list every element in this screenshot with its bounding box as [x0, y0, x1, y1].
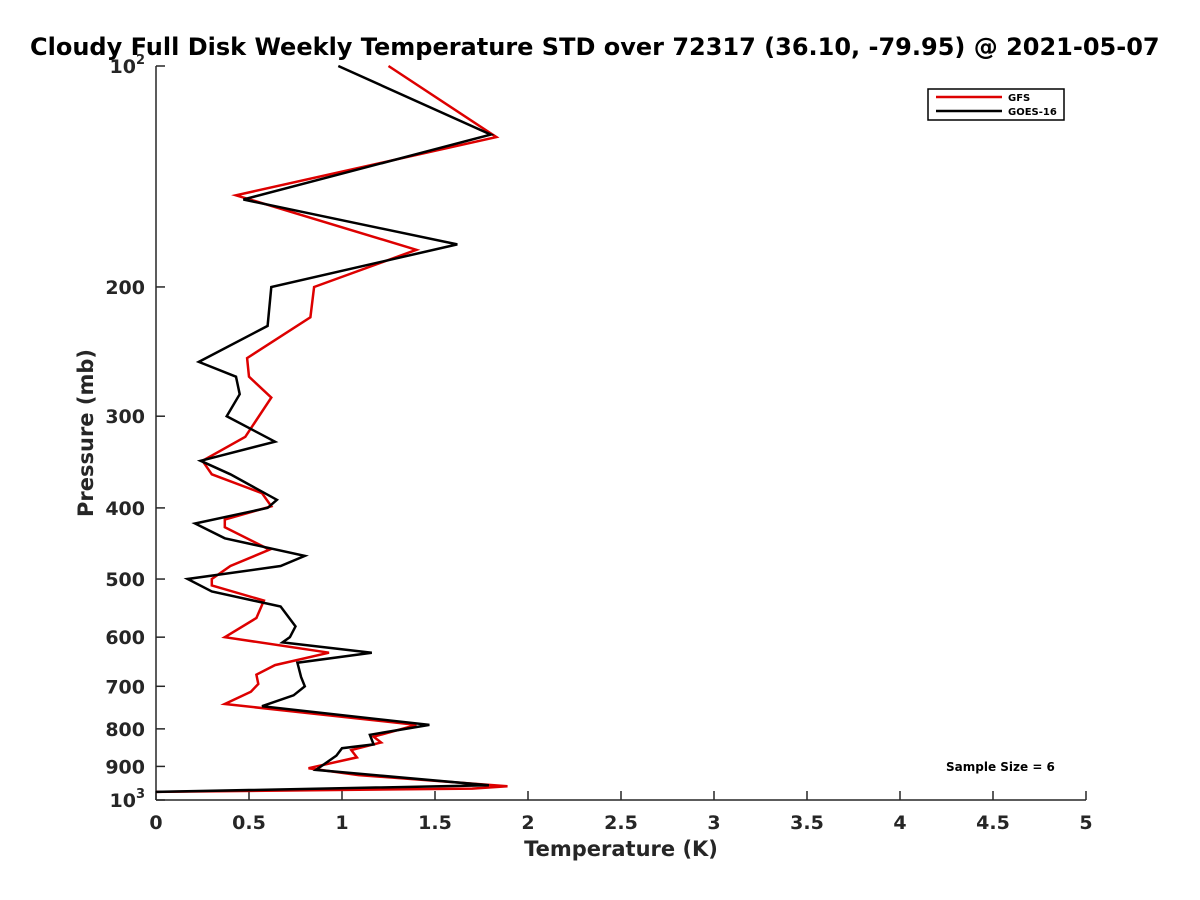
x-tick-label: 5 [1079, 812, 1092, 834]
legend-label-goes16: GOES-16 [1008, 107, 1057, 118]
chart-title: Cloudy Full Disk Weekly Temperature STD … [30, 33, 1160, 61]
y-tick-label: 400 [105, 498, 145, 520]
legend-box [927, 88, 1065, 121]
x-tick-label: 0 [149, 812, 162, 834]
x-tick-label: 2.5 [604, 812, 638, 834]
y-tick-label: 300 [105, 406, 145, 428]
y-tick-label: 600 [105, 627, 145, 649]
series-line-goes-16 [155, 64, 495, 794]
series-group [155, 64, 508, 794]
y-tick-label: 103 [110, 787, 146, 812]
y-tick-label: 700 [105, 676, 145, 698]
x-tick-label: 3 [707, 812, 720, 834]
x-tick-label: 0.5 [232, 812, 266, 834]
x-axis-label: Temperature (K) [524, 837, 718, 861]
legend: GFS GOES-16 [927, 88, 1065, 121]
y-tick-label: 102 [110, 53, 146, 78]
sample-size-annotation: Sample Size = 6 [946, 760, 1055, 774]
y-tick-exponent: 2 [136, 53, 145, 68]
x-tick-label: 3.5 [790, 812, 824, 834]
x-tick-label: 4 [893, 812, 906, 834]
x-tick-label: 2 [521, 812, 534, 834]
y-tick-label: 800 [105, 719, 145, 741]
y-tick-base: 10 [110, 790, 136, 812]
x-tick-label: 1 [335, 812, 348, 834]
y-tick-exponent: 3 [136, 787, 145, 802]
series-line-gfs [155, 64, 508, 794]
y-tick-label: 200 [105, 277, 145, 299]
plot-frame [155, 66, 1086, 801]
y-tick-label: 500 [105, 569, 145, 591]
y-tick-label: 900 [105, 756, 145, 778]
x-tick-label: 4.5 [976, 812, 1010, 834]
y-axis-label: Pressure (mb) [74, 349, 98, 517]
y-tick-base: 10 [110, 56, 136, 78]
x-tick-label: 1.5 [418, 812, 452, 834]
legend-label-gfs: GFS [1008, 93, 1030, 104]
x-ticks: 0 0.5 1 1.5 2 2.5 3 3.5 4 4.5 5 [149, 791, 1093, 834]
